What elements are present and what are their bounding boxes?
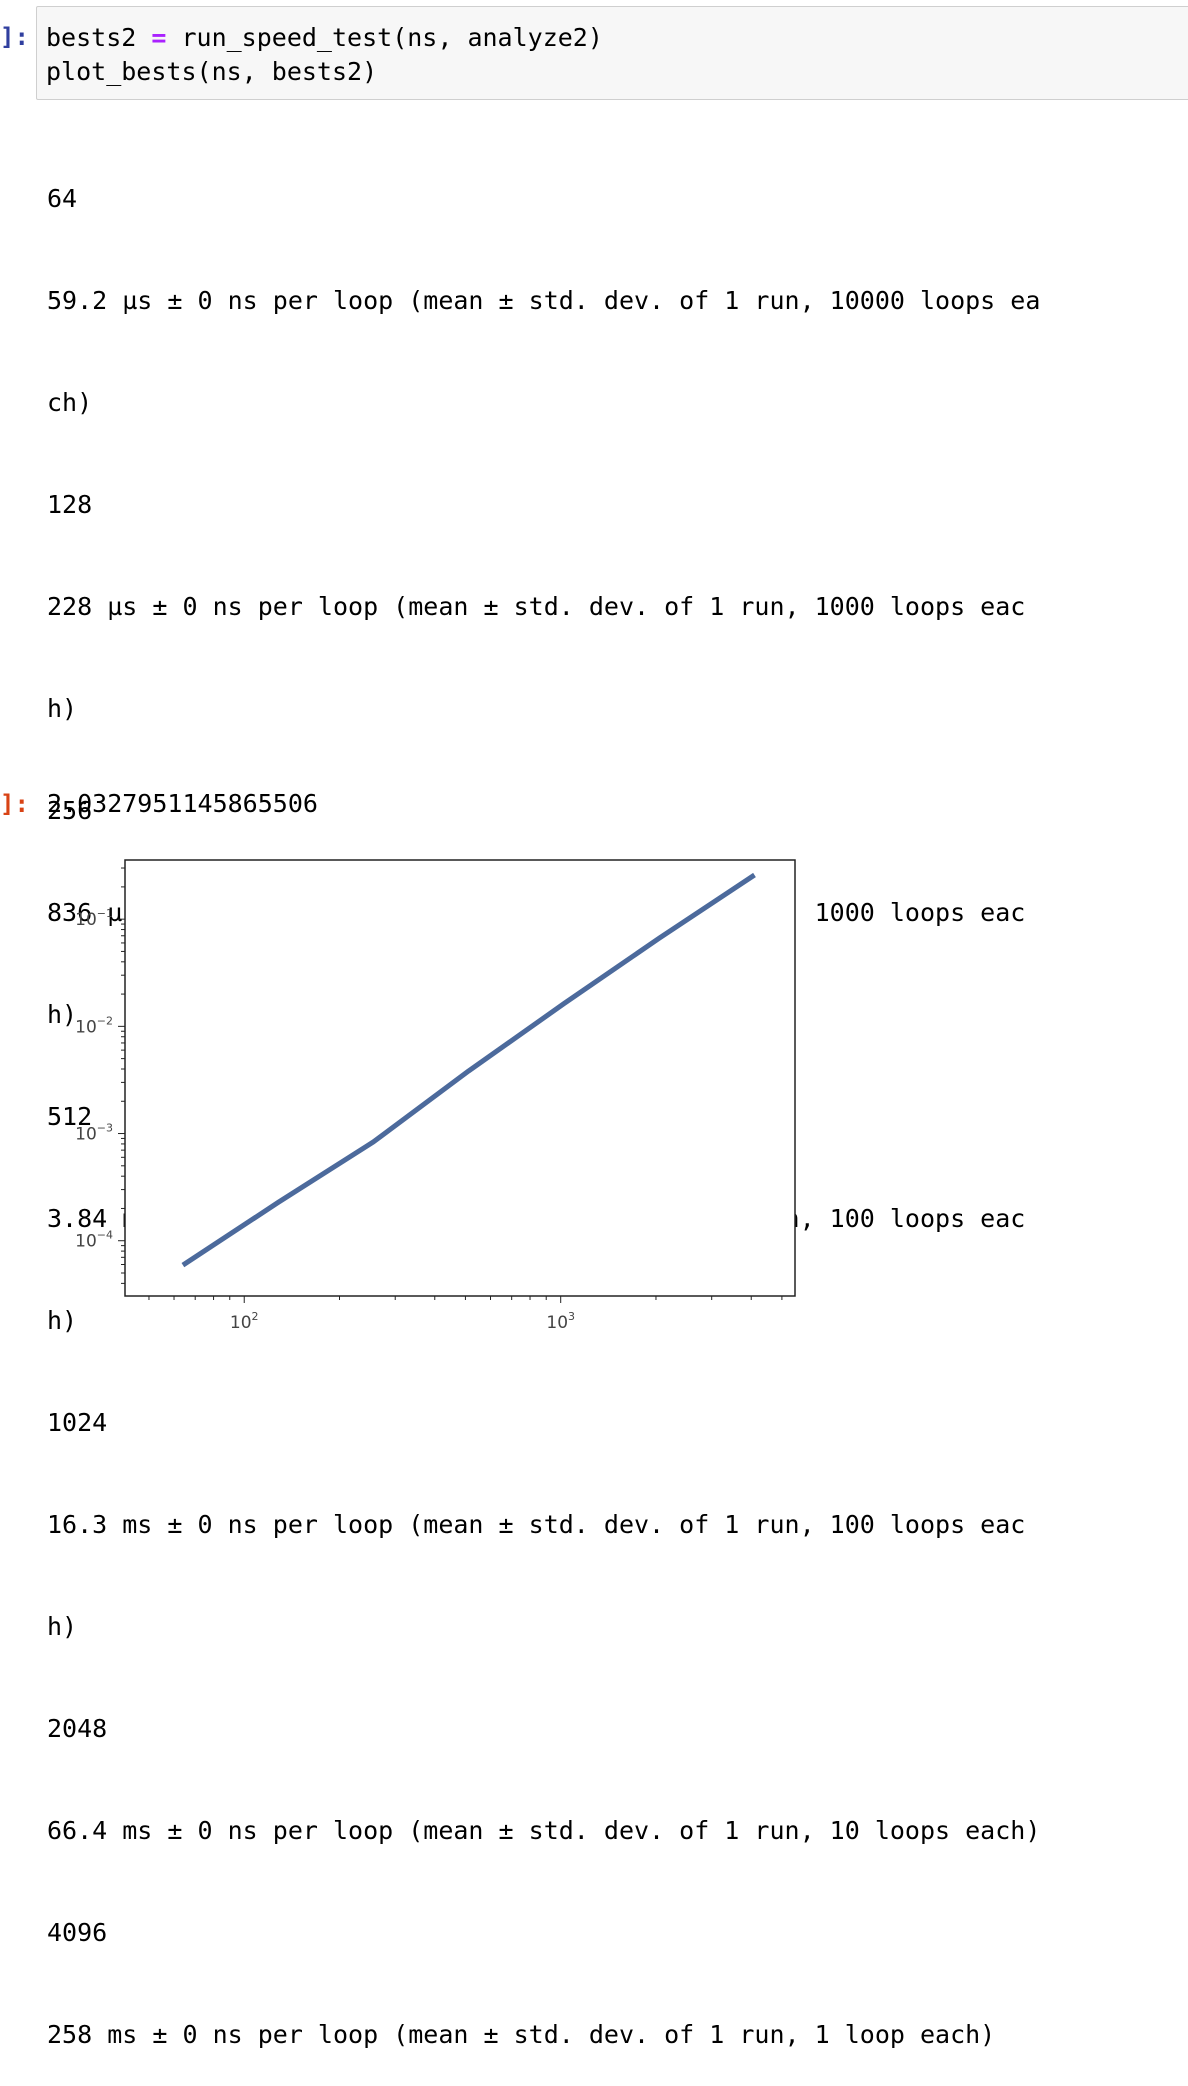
execute-result: 2.0327951145865506: [47, 789, 318, 818]
output-line: 128: [47, 490, 93, 519]
code-cell-input[interactable]: bests2 = run_speed_test(ns, analyze2) pl…: [36, 6, 1188, 100]
output-line: 2048: [47, 1714, 108, 1743]
loglog-plot: 10−1 10−2 10−3 10−4 102 103: [75, 859, 796, 1333]
output-line: 228 µs ± 0 ns per loop (mean ± std. dev.…: [47, 592, 1026, 621]
y-tick-label: 10−1: [75, 907, 113, 930]
assign-operator: =: [151, 23, 167, 52]
output-line: 512: [47, 1102, 93, 1131]
output-line: 64: [47, 184, 78, 213]
x-axis-ticks: 102 103: [148, 1296, 783, 1333]
output-line: h): [47, 1612, 78, 1641]
output-line: h): [47, 1000, 78, 1029]
output-line: 66.4 ms ± 0 ns per loop (mean ± std. dev…: [47, 1816, 1041, 1845]
output-line: 16.3 ms ± 0 ns per loop (mean ± std. dev…: [47, 1510, 1026, 1539]
output-line: h): [47, 694, 78, 723]
code-line-2: plot_bests(ns, bests2): [46, 57, 378, 86]
y-tick-label: 10−4: [75, 1229, 113, 1252]
output-line: ch): [47, 388, 93, 417]
output-line: 4096: [47, 1918, 108, 1947]
series-group: [181, 872, 756, 1268]
output-line: 59.2 µs ± 0 ns per loop (mean ± std. dev…: [47, 286, 1041, 315]
output-line: 256: [47, 796, 93, 825]
output-prompt: ]:: [0, 790, 29, 818]
y-tick-label: 10−2: [75, 1014, 113, 1037]
output-line: 258 ms ± 0 ns per loop (mean ± std. dev.…: [47, 2020, 996, 2049]
output-line: h): [47, 1306, 78, 1335]
y-axis-ticks: 10−1 10−2 10−3 10−4: [75, 867, 125, 1284]
x-tick-label: 103: [546, 1310, 575, 1333]
x-tick-label: 102: [230, 1310, 259, 1333]
code-line-1: bests2 = run_speed_test(ns, analyze2): [46, 23, 603, 52]
series-line: [181, 872, 756, 1268]
y-tick-label: 10−3: [75, 1122, 113, 1145]
input-prompt: ]:: [0, 23, 29, 51]
output-line: 1024: [47, 1408, 108, 1437]
